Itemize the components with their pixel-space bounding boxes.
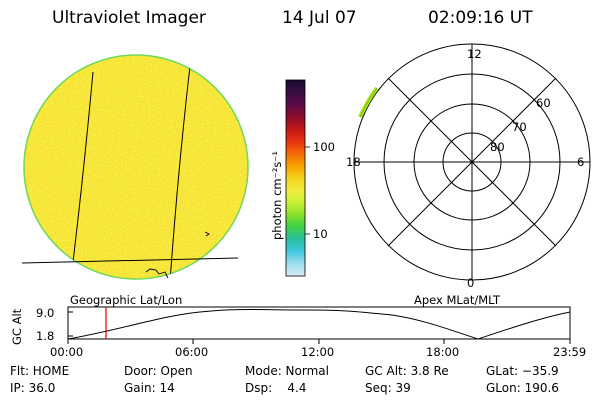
status-gc-alt: GC Alt: 3.8 Re <box>365 364 449 378</box>
altitude-ylabel: GC Alt <box>10 308 24 345</box>
status-glat: GLat: −35.9 <box>486 364 559 378</box>
mlt-label-6: 6 <box>577 155 585 169</box>
date-label: 14 Jul 07 <box>282 8 357 28</box>
altitude-ytick: 1.8 <box>36 329 55 343</box>
altitude-ytick: 9.0 <box>36 306 55 320</box>
status-glon: GLon: 190.6 <box>486 381 559 395</box>
mlt-label-12: 12 <box>467 47 482 61</box>
colorbar-rect <box>285 79 306 277</box>
geo-disk <box>21 54 249 280</box>
geo-graticule <box>72 65 191 279</box>
altitude-xtick: 06:00 <box>175 345 209 359</box>
status-gain: Gain: 14 <box>124 381 175 395</box>
status-dsp: Dsp: 4.4 <box>245 381 307 395</box>
mlat-label-80: 80 <box>490 140 505 154</box>
polar-plot <box>353 43 591 281</box>
altitude-xtick: 18:00 <box>426 345 460 359</box>
instrument-title: Ultraviolet Imager <box>52 8 206 28</box>
status-seq: Seq: 39 <box>365 381 411 395</box>
mlat-label-70: 70 <box>512 120 527 134</box>
geo-panel-label: Geographic Lat/Lon <box>70 293 183 307</box>
altitude-xtick: 12:00 <box>301 345 335 359</box>
status-mode: Mode: Normal <box>245 364 329 378</box>
time-label: 02:09:16 UT <box>428 8 533 28</box>
status-flt: Flt: HOME <box>10 364 70 378</box>
mlt-label-18: 18 <box>346 155 361 169</box>
coastline-small <box>204 231 210 237</box>
altitude-plot <box>67 306 571 344</box>
altitude-xtick: 00:00 <box>50 345 84 359</box>
colorbar <box>285 79 310 277</box>
mlt-label-0: 0 <box>467 276 475 290</box>
altitude-xtick: 23:59 <box>553 345 587 359</box>
geo-horizon-line <box>21 257 239 264</box>
colorbar-tick-label: 10 <box>313 227 328 241</box>
colorbar-unit-label: photon cm⁻²s⁻¹ <box>270 151 284 240</box>
altitude-curve <box>67 309 571 340</box>
mlat-label-60: 60 <box>536 96 551 110</box>
colorbar-tick-label: 100 <box>313 140 335 154</box>
coastline <box>145 268 169 279</box>
status-door: Door: Open <box>124 364 193 378</box>
polar-panel-label: Apex MLat/MLT <box>414 293 501 307</box>
status-ip: IP: 36.0 <box>10 381 56 395</box>
